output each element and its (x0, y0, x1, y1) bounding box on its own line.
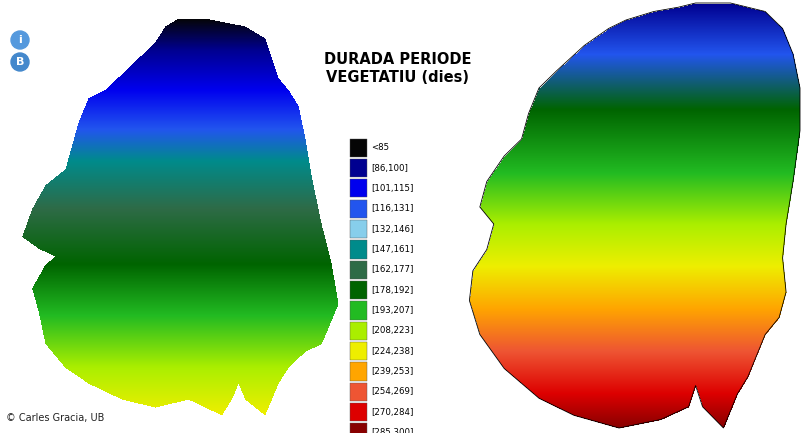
Text: [101,115]: [101,115] (371, 184, 414, 193)
Bar (349, 342, 367, 360)
Text: <85: <85 (371, 143, 389, 152)
Bar (349, 159, 367, 177)
Text: [224,238]: [224,238] (371, 347, 414, 355)
Bar (349, 220, 367, 238)
Text: [86,100]: [86,100] (371, 164, 408, 172)
Bar (349, 179, 367, 197)
Bar (349, 322, 367, 340)
Circle shape (11, 31, 29, 49)
Text: i: i (18, 35, 22, 45)
Text: DURADA PERIODE: DURADA PERIODE (324, 52, 471, 68)
Bar (349, 240, 367, 259)
Bar (349, 423, 367, 433)
Text: [285,300]: [285,300] (371, 428, 414, 433)
Bar (349, 139, 367, 157)
Bar (349, 383, 367, 401)
Text: [270,284]: [270,284] (371, 408, 414, 417)
Text: [162,177]: [162,177] (371, 265, 414, 274)
Bar (349, 403, 367, 421)
Text: © Carles Gracia, UB: © Carles Gracia, UB (6, 413, 104, 423)
Text: [254,269]: [254,269] (371, 388, 414, 396)
Bar (349, 362, 367, 381)
Text: [193,207]: [193,207] (371, 306, 414, 315)
Text: [116,131]: [116,131] (371, 204, 414, 213)
Text: [147,161]: [147,161] (371, 245, 414, 254)
Text: VEGETATIU (dies): VEGETATIU (dies) (326, 71, 469, 85)
Bar (349, 301, 367, 320)
Text: [208,223]: [208,223] (371, 326, 414, 335)
Text: [178,192]: [178,192] (371, 286, 414, 294)
Bar (349, 281, 367, 299)
Bar (349, 200, 367, 218)
Circle shape (11, 53, 29, 71)
Text: [132,146]: [132,146] (371, 225, 414, 233)
Bar (349, 261, 367, 279)
Text: B: B (16, 57, 24, 67)
Text: [239,253]: [239,253] (371, 367, 414, 376)
